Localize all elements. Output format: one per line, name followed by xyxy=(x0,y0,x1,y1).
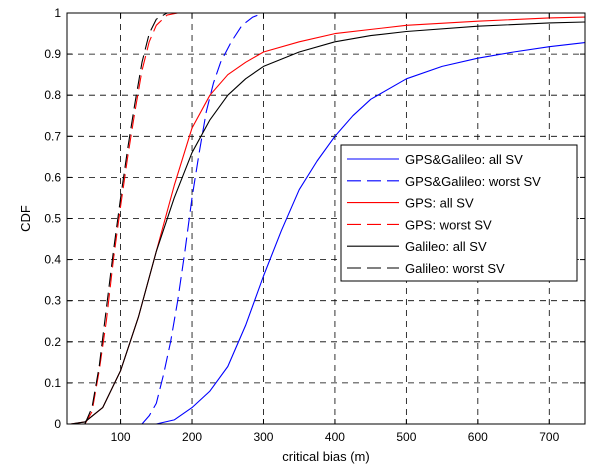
x-axis-label: critical bias (m) xyxy=(282,449,369,464)
ticks: 100 200 300 400 500 600 700 0 0.1 0.2 0.3 0.4 0.5 0.6… xyxy=(44,6,585,444)
y-tick-label: 0.4 xyxy=(44,253,61,267)
legend-entry-label: GPS: all SV xyxy=(405,196,474,211)
x-tick-label: 500 xyxy=(396,430,416,444)
y-tick-label: 0.2 xyxy=(44,335,61,349)
legend-box xyxy=(340,144,578,282)
legend-entry-label: GPS&Galileo: all SV xyxy=(405,152,523,167)
series-line-2 xyxy=(141,12,585,425)
series-line-1 xyxy=(156,42,586,425)
x-tick-label: 200 xyxy=(182,430,202,444)
x-tick-label: 300 xyxy=(253,430,273,444)
y-tick-label: 0.7 xyxy=(44,129,61,143)
y-tick-label: 0.9 xyxy=(44,47,61,61)
y-axis-label: CDF xyxy=(18,205,33,232)
legend-entry-label: Galileo: all SV xyxy=(405,239,487,254)
legend-entry-label: GPS&Galileo: worst SV xyxy=(405,174,541,189)
y-tick-label: 0 xyxy=(54,417,61,431)
y-tick-label: 1 xyxy=(54,6,61,20)
y-tick-label: 0.1 xyxy=(44,376,61,390)
series-line-6 xyxy=(84,12,585,425)
legend-entry-label: Galileo: worst SV xyxy=(405,261,505,276)
legend: GPS&Galileo: all SV GPS&Galileo: worst SV… xyxy=(340,144,578,282)
x-tick-label: 700 xyxy=(539,430,559,444)
series-line-4 xyxy=(84,12,585,425)
series-group xyxy=(70,12,586,425)
y-tick-label: 0.5 xyxy=(44,212,61,226)
y-tick-label: 0.3 xyxy=(44,294,61,308)
y-tick-label: 0.6 xyxy=(44,170,61,184)
x-tick-label: 600 xyxy=(468,430,488,444)
series-line-5 xyxy=(70,21,586,425)
y-tick-label: 0.8 xyxy=(44,88,61,102)
x-tick-label: 400 xyxy=(325,430,345,444)
legend-entry-label: GPS: worst SV xyxy=(405,217,492,232)
x-tick-label: 100 xyxy=(111,430,131,444)
